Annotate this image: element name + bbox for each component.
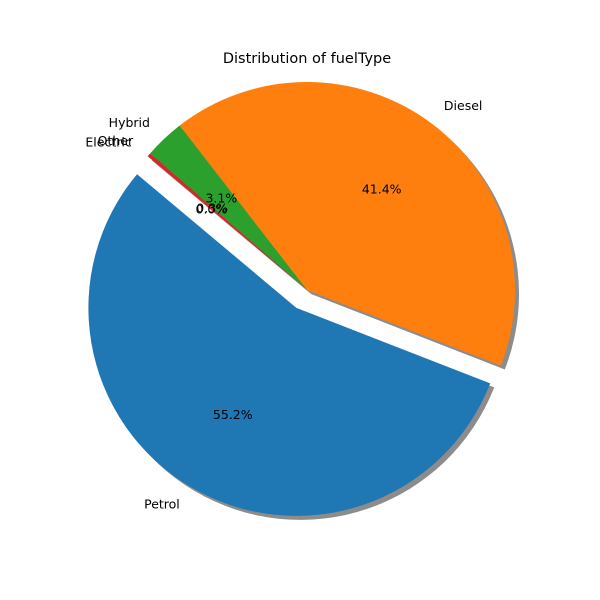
slice-percent-diesel: 41.4% <box>362 182 402 197</box>
slice-label-petrol: Petrol <box>144 496 180 511</box>
chart-title: Distribution of fuelType <box>223 51 391 67</box>
slice-label-hybrid: Hybrid <box>109 115 150 130</box>
slice-percent-electric: 0.0% <box>196 201 228 216</box>
slice-label-diesel: Diesel <box>444 98 482 113</box>
slice-percent-petrol: 55.2% <box>213 407 253 422</box>
slice-label-electric: Electric <box>85 134 131 149</box>
